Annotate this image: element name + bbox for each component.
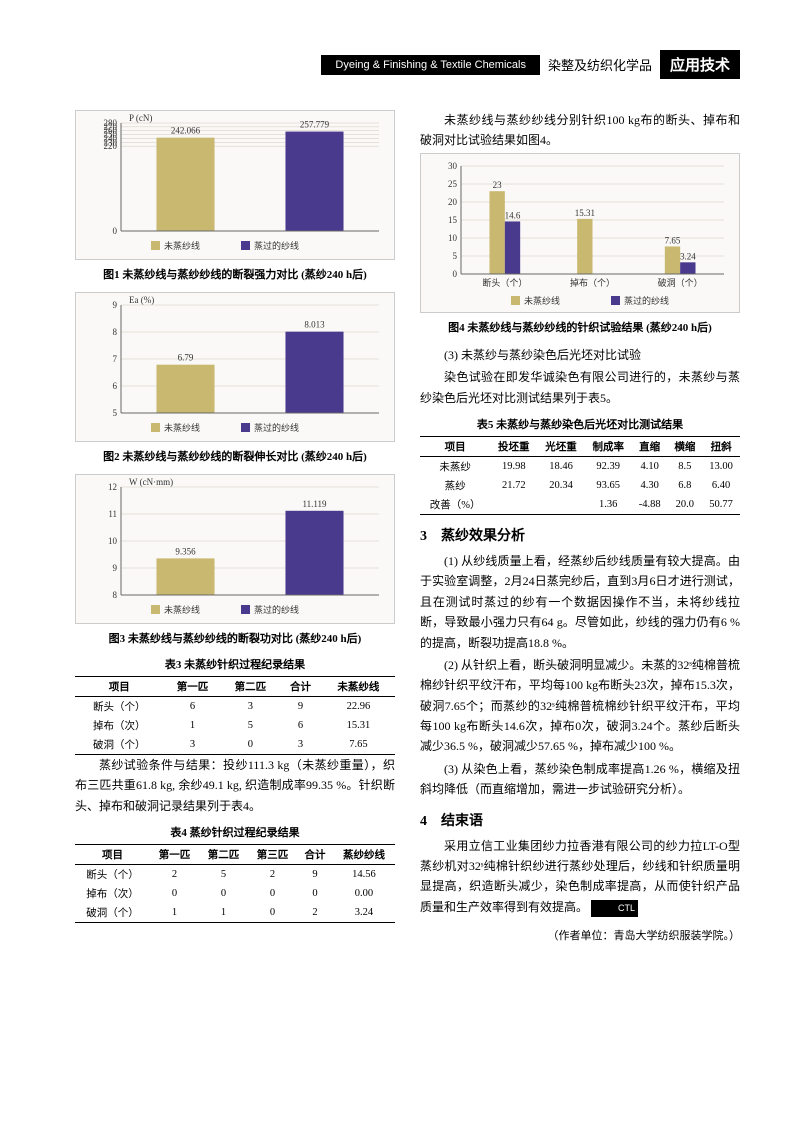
- svg-text:0: 0: [113, 226, 118, 236]
- svg-text:W (cN·mm): W (cN·mm): [129, 477, 173, 487]
- svg-text:8.013: 8.013: [304, 320, 325, 330]
- header-journal-name: Dyeing & Finishing & Textile Chemicals: [321, 55, 540, 75]
- svg-text:5: 5: [113, 408, 118, 418]
- section-4-p1: 采用立信工业集团纱力拉香港有限公司的纱力拉LT-O型蒸纱机对32ˢ纯棉针织纱进行…: [420, 836, 740, 918]
- svg-text:破洞（个）: 破洞（个）: [658, 277, 703, 288]
- section-3-title: 3 蒸纱效果分析: [420, 525, 740, 545]
- author-affiliation: （作者单位：青岛大学纺织服装学院。）: [420, 927, 740, 943]
- svg-text:未蒸纱线: 未蒸纱线: [164, 604, 200, 615]
- svg-text:23: 23: [493, 180, 503, 190]
- table-3: 项目第一匹第二匹合计未蒸纱线断头（个）63922.96掉布（次）15615.31…: [75, 676, 395, 755]
- table-5-title: 表5 未蒸纱与蒸纱染色后光坯对比测试结果: [420, 416, 740, 432]
- svg-text:30: 30: [448, 161, 458, 171]
- subsection-3-title: (3) 未蒸纱与蒸纱染色后光坯对比试验: [420, 345, 740, 365]
- table-4: 项目第一匹第二匹第三匹合计蒸纱纱线断头（个）252914.56掉布（次）0000…: [75, 844, 395, 923]
- svg-text:9.356: 9.356: [175, 546, 196, 556]
- svg-text:6.79: 6.79: [178, 353, 194, 363]
- svg-text:25: 25: [448, 179, 458, 189]
- figure-4-chart: 0 5 10 15 20 25 30 23 14.6 断头（个） 15.31 掉布（个） 7.65 3.2…: [420, 153, 740, 313]
- page-header: Dyeing & Finishing & Textile Chemicals 染…: [0, 50, 800, 79]
- right-column: 未蒸纱线与蒸纱纱线分别针织100 kg布的断头、掉布和破洞对比试验结果如图4。 …: [420, 110, 740, 1083]
- svg-text:3.24: 3.24: [680, 251, 696, 261]
- svg-text:未蒸纱线: 未蒸纱线: [164, 422, 200, 433]
- svg-text:5: 5: [453, 251, 458, 261]
- svg-text:7: 7: [113, 354, 118, 364]
- svg-text:15.31: 15.31: [575, 208, 595, 218]
- svg-text:未蒸纱线: 未蒸纱线: [524, 295, 560, 306]
- svg-text:8: 8: [113, 327, 118, 337]
- svg-text:20: 20: [448, 197, 458, 207]
- svg-text:Ea (%): Ea (%): [129, 295, 154, 305]
- svg-text:P (cN): P (cN): [129, 113, 152, 123]
- figure-1-caption: 图1 未蒸纱线与蒸纱纱线的断裂强力对比 (蒸纱240 h后): [75, 266, 395, 282]
- right-paragraph-1: 染色试验在即发华诚染色有限公司进行的，未蒸纱与蒸纱染色后光坯对比测试结果列于表5…: [420, 367, 740, 408]
- svg-text:6: 6: [113, 381, 118, 391]
- svg-text:蒸过的纱线: 蒸过的纱线: [254, 240, 299, 251]
- svg-text:280: 280: [104, 118, 118, 128]
- svg-text:未蒸纱线: 未蒸纱线: [164, 240, 200, 251]
- svg-text:12: 12: [108, 482, 117, 492]
- svg-text:0: 0: [453, 269, 458, 279]
- end-logo-icon: CTL: [591, 900, 638, 917]
- svg-text:蒸过的纱线: 蒸过的纱线: [254, 422, 299, 433]
- content-area: 0220230240250260270280P (cN)242.066257.7…: [75, 110, 740, 1083]
- figure-3-caption: 图3 未蒸纱线与蒸纱纱线的断裂功对比 (蒸纱240 h后): [75, 630, 395, 646]
- section-4-title: 4 结束语: [420, 810, 740, 830]
- svg-text:242.066: 242.066: [171, 126, 201, 136]
- figure-1-chart: 0220230240250260270280P (cN)242.066257.7…: [75, 110, 395, 260]
- table-4-title: 表4 蒸纱针织过程纪录结果: [75, 824, 395, 840]
- section-3-p2: (2) 从针织上看，断头破洞明显减少。未蒸的32ˢ纯棉普梳棉纱针织平纹汗布，平均…: [420, 655, 740, 757]
- svg-text:8: 8: [113, 590, 118, 600]
- header-section: 应用技术: [660, 50, 740, 79]
- svg-text:9: 9: [113, 563, 118, 573]
- figure-3-chart: 8 9 10 11 12 W (cN·mm) 9.356 11.119 未蒸纱线 蒸过的纱线: [75, 474, 395, 624]
- header-category: 染整及纺织化学品: [548, 55, 652, 74]
- section-4-text: 采用立信工业集团纱力拉香港有限公司的纱力拉LT-O型蒸纱机对32ˢ纯棉针织纱进行…: [420, 839, 740, 914]
- svg-text:11: 11: [108, 509, 117, 519]
- svg-text:掉布（个）: 掉布（个）: [570, 277, 615, 288]
- svg-text:11.119: 11.119: [302, 499, 327, 509]
- table-5: 项目投坯重光坯重制成率直缩横缩扭斜未蒸纱19.9818.4692.394.108…: [420, 436, 740, 515]
- right-top-paragraph: 未蒸纱线与蒸纱纱线分别针织100 kg布的断头、掉布和破洞对比试验结果如图4。: [420, 110, 740, 151]
- svg-text:蒸过的纱线: 蒸过的纱线: [624, 295, 669, 306]
- figure-2-caption: 图2 未蒸纱线与蒸纱纱线的断裂伸长对比 (蒸纱240 h后): [75, 448, 395, 464]
- svg-text:断头（个）: 断头（个）: [482, 277, 527, 288]
- section-3-p1: (1) 从纱线质量上看，经蒸纱后纱线质量有较大提高。由于实验室调整，2月24日蒸…: [420, 551, 740, 653]
- figure-2-chart: 5 6 7 8 9 Ea (%) 6.79 8.013 未蒸纱线 蒸过的纱线: [75, 292, 395, 442]
- svg-text:15: 15: [448, 215, 458, 225]
- svg-text:蒸过的纱线: 蒸过的纱线: [254, 604, 299, 615]
- svg-text:10: 10: [108, 536, 118, 546]
- svg-text:14.6: 14.6: [505, 210, 521, 220]
- section-3-p3: (3) 从染色上看，蒸纱染色制成率提高1.26 %，横缩及扭斜均降低（而直缩增加…: [420, 759, 740, 800]
- svg-text:257.779: 257.779: [300, 120, 330, 130]
- figure-4-caption: 图4 未蒸纱线与蒸纱纱线的针织试验结果 (蒸纱240 h后): [420, 319, 740, 335]
- left-column: 0220230240250260270280P (cN)242.066257.7…: [75, 110, 395, 1083]
- svg-text:10: 10: [448, 233, 458, 243]
- table-3-title: 表3 未蒸纱针织过程纪录结果: [75, 656, 395, 672]
- svg-text:7.65: 7.65: [665, 235, 681, 245]
- left-paragraph-1: 蒸纱试验条件与结果：投纱111.3 kg（未蒸纱重量），织布三匹共重61.8 k…: [75, 755, 395, 816]
- svg-text:9: 9: [113, 300, 118, 310]
